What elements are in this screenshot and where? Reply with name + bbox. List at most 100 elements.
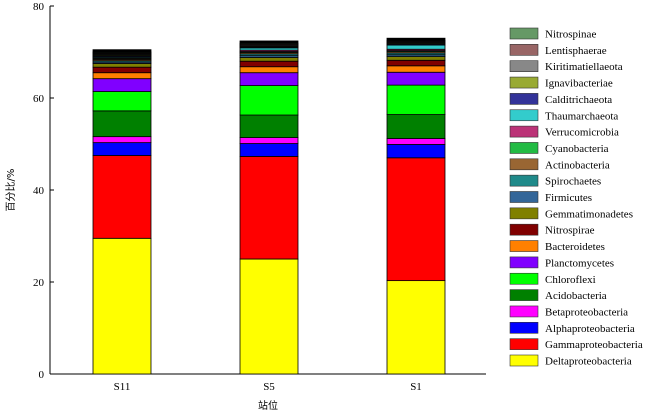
legend-swatch — [509, 27, 539, 40]
bar-segment — [386, 65, 446, 73]
legend-item: Verrucomicrobia — [509, 125, 619, 139]
bar-segment — [386, 144, 446, 159]
bar-segment — [92, 72, 152, 80]
legend-label: Lentisphaerae — [545, 45, 607, 57]
bars — [92, 37, 446, 375]
legend-swatch — [509, 60, 539, 73]
legend-label: Acidobacteria — [545, 290, 607, 302]
legend-swatch — [509, 93, 539, 105]
legend-item: Gemmatimonadetes — [509, 207, 633, 220]
y-axis-title: 百分比/% — [5, 169, 17, 212]
bar-segment — [386, 157, 446, 282]
legend-swatch — [509, 158, 539, 171]
legend-swatch — [509, 44, 539, 56]
legend-item: Lentisphaerae — [509, 44, 607, 57]
legend-label: Bacteroidetes — [545, 241, 605, 253]
legend-swatch — [509, 223, 539, 236]
bar-segment — [239, 40, 299, 44]
bar-segment — [239, 258, 299, 375]
legend-label: Actinobacteria — [545, 159, 610, 171]
bar-segment — [386, 59, 446, 67]
x-axis-title: 站位 — [258, 399, 278, 412]
bar-segment — [386, 114, 446, 139]
y-tick-label: 60 — [33, 93, 45, 105]
legend-swatch — [509, 354, 539, 367]
legend-label: Kiritimatiellaeota — [545, 61, 623, 73]
legend-swatch — [509, 76, 539, 89]
bar-segment — [239, 156, 299, 260]
bar-segment — [92, 136, 152, 144]
legend-item: Actinobacteria — [509, 158, 610, 171]
bar-segment — [92, 91, 152, 112]
legend-swatch — [509, 142, 539, 154]
legend-item: Cyanobacteria — [509, 142, 609, 155]
bar-segment — [92, 237, 152, 375]
bar-segment — [386, 84, 446, 115]
legend-item: Planctomycetes — [509, 256, 614, 269]
legend-label: Firmicutes — [545, 192, 592, 204]
legend-swatch — [509, 321, 539, 334]
bar-segment — [239, 72, 299, 86]
bar-segment — [386, 138, 446, 145]
legend-item: Bacteroidetes — [509, 240, 605, 253]
bar-segment — [92, 78, 152, 92]
bar-stack-s11 — [92, 49, 152, 375]
bar-segment — [239, 137, 299, 144]
legend-item: Chloroflexi — [509, 272, 596, 286]
bar-segment — [239, 85, 299, 116]
legend-swatch — [509, 207, 539, 220]
legend-swatch — [509, 109, 539, 122]
legend-swatch — [509, 338, 539, 350]
bar-stack-s1 — [386, 37, 446, 375]
legend-swatch — [509, 272, 539, 285]
legend-swatch — [509, 305, 539, 318]
bar-segment — [386, 37, 446, 41]
legend-label: Cyanobacteria — [545, 143, 609, 155]
legend-swatch — [509, 174, 539, 187]
legend-label: Ignavibacteriae — [545, 78, 613, 90]
bar-segment — [92, 49, 152, 53]
legend-label: Calditrichaeota — [545, 94, 612, 106]
legend-item: Spirochaetes — [509, 174, 601, 188]
legend-label: Spirochaetes — [545, 176, 601, 188]
legend-label: Thaumarchaeota — [545, 110, 618, 122]
legend-swatch — [509, 125, 539, 138]
legend-item: Alphaproteobacteria — [509, 321, 635, 335]
legend-item: Betaproteobacteria — [509, 305, 628, 318]
bar-segment — [92, 142, 152, 156]
legend-label: Alphaproteobacteria — [545, 323, 635, 335]
plot-area: 0 20 40 60 80 S11 S5 S1 — [33, 1, 486, 393]
legend-label: Betaproteobacteria — [545, 306, 628, 318]
bar-segment — [386, 44, 446, 50]
legend-label: Nitrospinae — [545, 29, 596, 41]
bar-segment — [92, 63, 152, 68]
legend-item: Nitrospirae — [509, 223, 595, 237]
legend-swatch — [509, 191, 539, 203]
legend-swatch — [509, 256, 539, 269]
legend-item: Deltaproteobacteria — [509, 354, 632, 368]
y-ticks: 0 20 40 60 80 — [33, 1, 54, 381]
legend-label: Gemmatimonadetes — [545, 208, 633, 220]
legend-item: Kiritimatiellaeota — [509, 60, 623, 73]
bar-segment — [386, 56, 446, 61]
y-tick-label: 40 — [33, 185, 45, 197]
y-tick-label: 80 — [33, 1, 45, 13]
bar-segment — [386, 71, 446, 86]
bar-stack-s5 — [239, 40, 299, 375]
bar-segment — [92, 155, 152, 239]
bar-segment — [239, 66, 299, 74]
legend-item: Acidobacteria — [509, 289, 607, 302]
bar-segment — [386, 280, 446, 375]
bar-segment — [92, 110, 152, 138]
bar-segment — [92, 66, 152, 74]
x-tick-label: S11 — [114, 381, 131, 393]
bar-segment — [239, 60, 299, 68]
legend-label: Chloroflexi — [545, 274, 596, 286]
x-tick-label: S1 — [410, 381, 422, 393]
legend-label: Gammaproteobacteria — [545, 339, 643, 351]
legend-item: Firmicutes — [509, 191, 592, 204]
legend-label: Deltaproteobacteria — [545, 356, 632, 368]
legend-item: Gammaproteobacteria — [509, 338, 643, 351]
bar-segment — [239, 143, 299, 157]
